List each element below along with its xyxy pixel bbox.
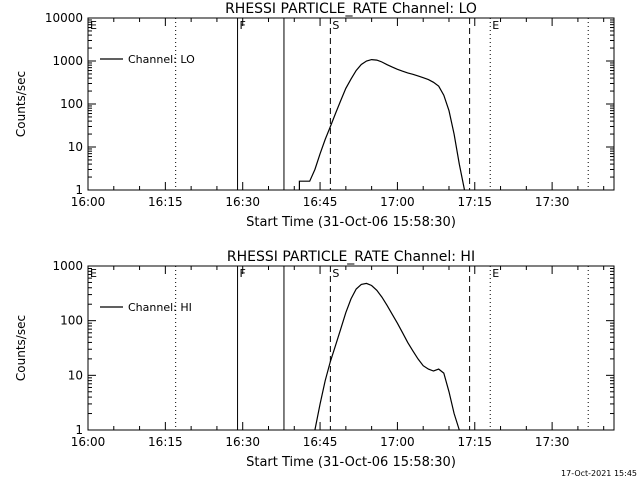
x-axis-label: Start Time (31-Oct-06 15:58:30) bbox=[246, 215, 456, 230]
event-marker-label: F bbox=[240, 19, 246, 32]
y-tick-label: 10 bbox=[68, 140, 83, 154]
chart-panel-hi: RHESSI PARTICLE_RATE Channel: HI Counts/s… bbox=[14, 249, 615, 470]
event-marker-label: F bbox=[240, 267, 246, 280]
x-tick-label: 16:30 bbox=[225, 435, 260, 449]
x-tick-label: 16:15 bbox=[148, 195, 183, 209]
event-marker-label: S bbox=[332, 267, 339, 280]
y-tick-label: 1000 bbox=[52, 259, 83, 273]
event-marker-label: S bbox=[332, 19, 339, 32]
y-tick-label: 1 bbox=[75, 183, 83, 197]
y-tick-label: 10000 bbox=[45, 11, 83, 25]
event-marker-label: E bbox=[492, 267, 499, 280]
x-tick-label: 16:45 bbox=[303, 195, 338, 209]
y-tick-label: 100 bbox=[60, 97, 83, 111]
x-tick-label: 17:00 bbox=[380, 195, 415, 209]
chart-panel-lo: RHESSI PARTICLE_RATE Channel: LO Counts/s… bbox=[14, 1, 615, 230]
legend-label: Channel: LO bbox=[128, 53, 195, 66]
x-tick-label: 16:00 bbox=[71, 435, 106, 449]
y-axis-label: Counts/sec bbox=[14, 315, 28, 381]
chart-title: RHESSI PARTICLE_RATE Channel: HI bbox=[227, 249, 475, 265]
x-tick-label: 16:30 bbox=[225, 195, 260, 209]
x-tick-label: 17:15 bbox=[457, 435, 492, 449]
y-tick-label: 1000 bbox=[52, 54, 83, 68]
x-tick-label: 16:15 bbox=[148, 435, 183, 449]
x-tick-label: 17:30 bbox=[535, 435, 570, 449]
plot-frame bbox=[87, 265, 615, 431]
event-marker-label: E bbox=[492, 19, 499, 32]
series-line bbox=[314, 282, 460, 431]
x-tick-label: 17:00 bbox=[380, 435, 415, 449]
footer-timestamp: 17-Oct-2021 15:45 bbox=[561, 469, 637, 478]
y-tick-label: 100 bbox=[60, 314, 83, 328]
x-tick-label: 16:00 bbox=[71, 195, 106, 209]
series-line bbox=[298, 58, 466, 191]
x-axis-label: Start Time (31-Oct-06 15:58:30) bbox=[246, 455, 456, 470]
y-tick-label: 1 bbox=[75, 423, 83, 437]
x-tick-label: 17:15 bbox=[457, 195, 492, 209]
y-tick-label: 10 bbox=[68, 368, 83, 382]
x-tick-label: 17:30 bbox=[535, 195, 570, 209]
x-tick-label: 16:45 bbox=[303, 435, 338, 449]
legend-label: Channel: HI bbox=[128, 301, 192, 314]
event-marker-label: E bbox=[90, 267, 97, 280]
plot-frame bbox=[87, 17, 615, 191]
chart-title: RHESSI PARTICLE_RATE Channel: LO bbox=[225, 1, 477, 17]
y-axis-label: Counts/sec bbox=[14, 71, 28, 137]
event-marker-label: E bbox=[90, 19, 97, 32]
